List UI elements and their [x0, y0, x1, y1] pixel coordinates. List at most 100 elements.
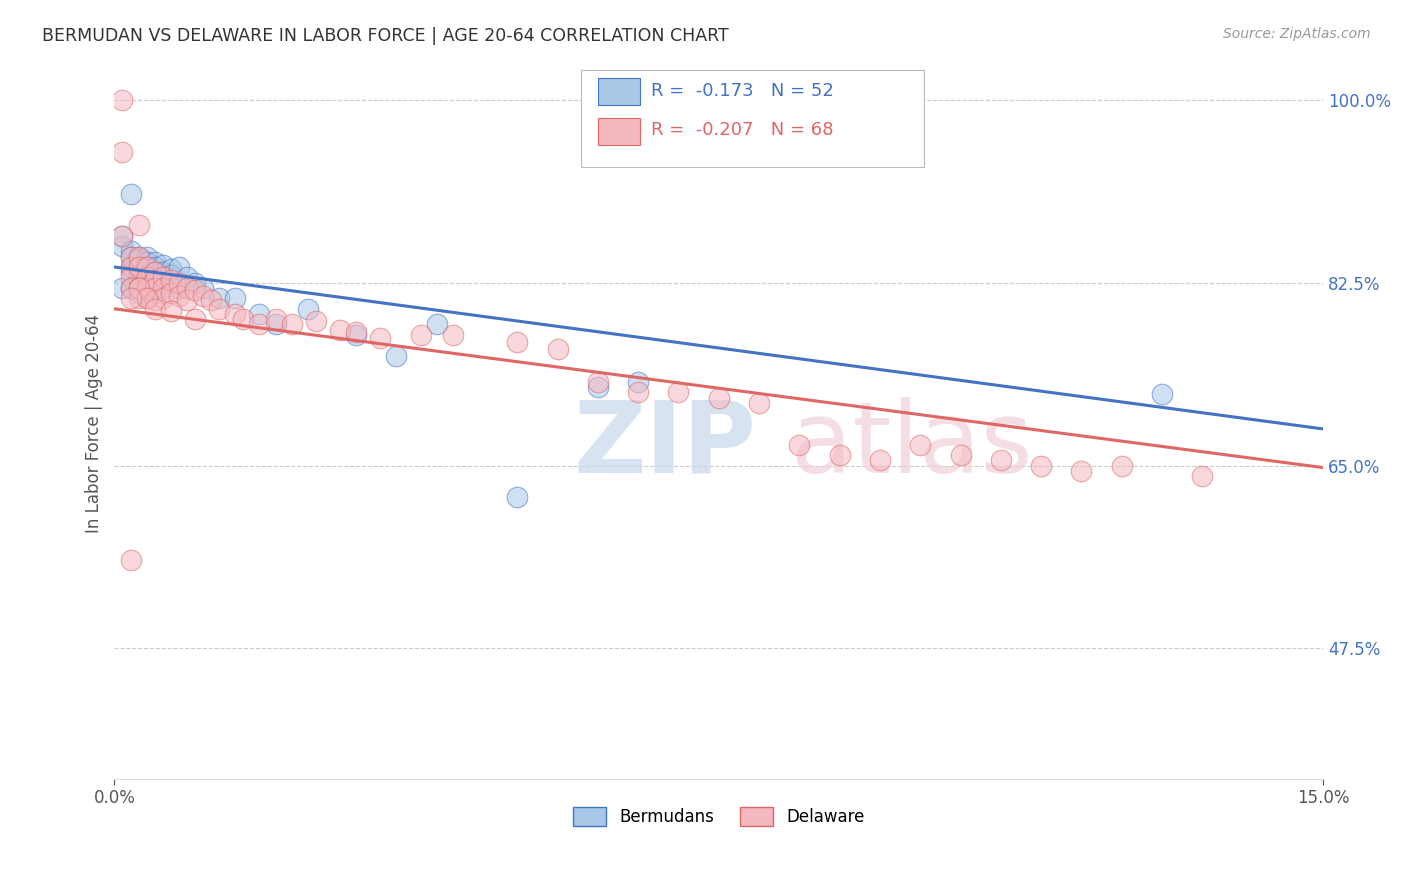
Text: R =  -0.207   N = 68: R = -0.207 N = 68 [651, 121, 834, 139]
Point [547, 342, 569, 356]
Point [128, 260, 150, 274]
Point [152, 270, 174, 285]
Point [1111, 458, 1133, 473]
Point [152, 276, 174, 290]
Point [208, 291, 231, 305]
Point [135, 260, 157, 274]
Point [120, 244, 142, 259]
Point [297, 301, 319, 316]
Point [135, 250, 157, 264]
Point [135, 254, 157, 268]
Point [120, 250, 142, 264]
Point [159, 286, 181, 301]
Point [385, 349, 408, 363]
Point [280, 318, 302, 332]
Point [748, 396, 770, 410]
Point [441, 327, 464, 342]
Point [264, 312, 287, 326]
Point [370, 331, 392, 345]
Text: atlas: atlas [792, 397, 1033, 493]
Point [120, 260, 142, 274]
Point [707, 391, 730, 405]
Point [128, 252, 150, 266]
Point [152, 291, 174, 305]
Point [167, 276, 190, 290]
Point [143, 293, 166, 308]
Legend: Bermudans, Delaware: Bermudans, Delaware [565, 798, 873, 835]
Point [120, 281, 142, 295]
Point [111, 281, 134, 295]
Point [1070, 464, 1092, 478]
Point [128, 286, 150, 301]
Text: ZIP: ZIP [574, 397, 756, 493]
Point [208, 301, 231, 316]
Text: Source: ZipAtlas.com: Source: ZipAtlas.com [1223, 27, 1371, 41]
Point [152, 281, 174, 295]
Point [264, 318, 287, 332]
Point [128, 268, 150, 283]
Point [120, 552, 142, 566]
Point [143, 286, 166, 301]
Point [1029, 458, 1052, 473]
Point [135, 270, 157, 285]
Point [329, 323, 352, 337]
Point [111, 145, 134, 160]
Point [143, 281, 166, 295]
Point [143, 254, 166, 268]
Point [128, 260, 150, 274]
Point [159, 268, 181, 283]
Point [176, 270, 198, 285]
Point [949, 448, 972, 462]
Point [167, 289, 190, 303]
Y-axis label: In Labor Force | Age 20-64: In Labor Force | Age 20-64 [86, 314, 103, 533]
Point [152, 265, 174, 279]
Point [191, 289, 214, 303]
Point [426, 318, 449, 332]
Point [120, 281, 142, 295]
Point [191, 281, 214, 295]
Point [159, 304, 181, 318]
Point [111, 228, 134, 243]
Point [120, 291, 142, 305]
Point [135, 276, 157, 290]
Point [152, 258, 174, 272]
Point [135, 291, 157, 305]
Point [120, 265, 142, 279]
Point [128, 250, 150, 264]
Point [135, 262, 157, 277]
Point [344, 325, 367, 339]
Text: BERMUDAN VS DELAWARE IN LABOR FORCE | AGE 20-64 CORRELATION CHART: BERMUDAN VS DELAWARE IN LABOR FORCE | AG… [42, 27, 728, 45]
Point [159, 272, 181, 286]
Point [143, 278, 166, 293]
Point [128, 250, 150, 264]
Point [176, 293, 198, 308]
Point [120, 270, 142, 285]
Point [120, 250, 142, 264]
Point [586, 375, 609, 389]
Point [111, 228, 134, 243]
Point [159, 262, 181, 277]
Point [232, 312, 254, 326]
Point [167, 260, 190, 274]
Point [135, 281, 157, 295]
Point [128, 278, 150, 293]
Point [506, 490, 529, 504]
Point [128, 218, 150, 232]
Point [1150, 387, 1173, 401]
Point [506, 335, 529, 350]
Point [869, 453, 891, 467]
Point [111, 239, 134, 253]
Point [135, 268, 157, 283]
Point [143, 270, 166, 285]
Point [828, 448, 851, 462]
Point [143, 265, 166, 279]
Point [200, 293, 222, 308]
Point [167, 281, 190, 295]
Point [135, 291, 157, 305]
Point [249, 307, 271, 321]
Point [184, 283, 207, 297]
Point [120, 260, 142, 274]
Point [143, 272, 166, 286]
Text: R =  -0.173   N = 52: R = -0.173 N = 52 [651, 82, 834, 100]
Point [184, 312, 207, 326]
